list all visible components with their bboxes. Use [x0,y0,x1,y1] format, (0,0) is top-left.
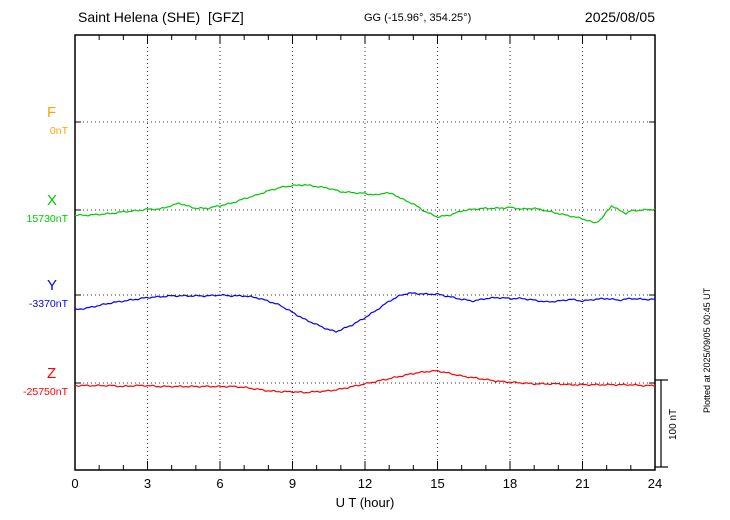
component-baseline-f: 0nT [49,125,68,137]
component-baseline-z: -25750nT [23,386,68,398]
component-label-z: Z -25750nT [0,365,68,398]
series-x-trace [74,183,656,224]
component-baseline-y: -3370nT [28,298,68,310]
component-label-x: X 15730nT [0,192,68,225]
component-letter-f: F [47,104,57,121]
x-tick-label: 24 [647,476,663,491]
x-tick-label: 12 [357,476,373,491]
component-letter-z: Z [47,365,57,382]
trace-line-x [74,183,656,224]
plot-frame [74,34,656,471]
component-baseline-x: 15730nT [26,213,68,225]
x-tick-label: 0 [71,476,79,491]
scale-bar [655,379,668,468]
x-tick-label: 3 [143,476,152,491]
component-label-y: Y -3370nT [0,277,68,310]
component-label-f: F 0nT [0,104,68,137]
series-z-trace [74,369,656,394]
station-title: Saint Helena (SHE) [GFZ] [78,9,244,25]
plotted-at-note: Plotted at 2025/09/05 00:45 UT [702,287,712,413]
x-tick-label: 9 [288,476,297,491]
series-y-trace [74,292,656,333]
x-tick-label: 21 [575,476,590,491]
trace-line-z [74,369,656,394]
x-tick-label: 15 [430,476,445,491]
gridlines [147,35,583,470]
plot-date: 2025/08/05 [584,9,655,25]
component-letter-y: Y [47,277,58,294]
x-tick-label: 6 [216,476,224,491]
trace-line-y [74,292,656,333]
x-tick-label: 18 [502,476,518,491]
scale-bar-label: 100 nT [668,408,679,440]
axis-ticks [74,35,656,470]
x-axis-title: U T (hour) [335,495,395,510]
geographic-coordinates: GG (-15.96°, 354.25°) [364,12,472,24]
component-letter-x: X [47,192,58,209]
